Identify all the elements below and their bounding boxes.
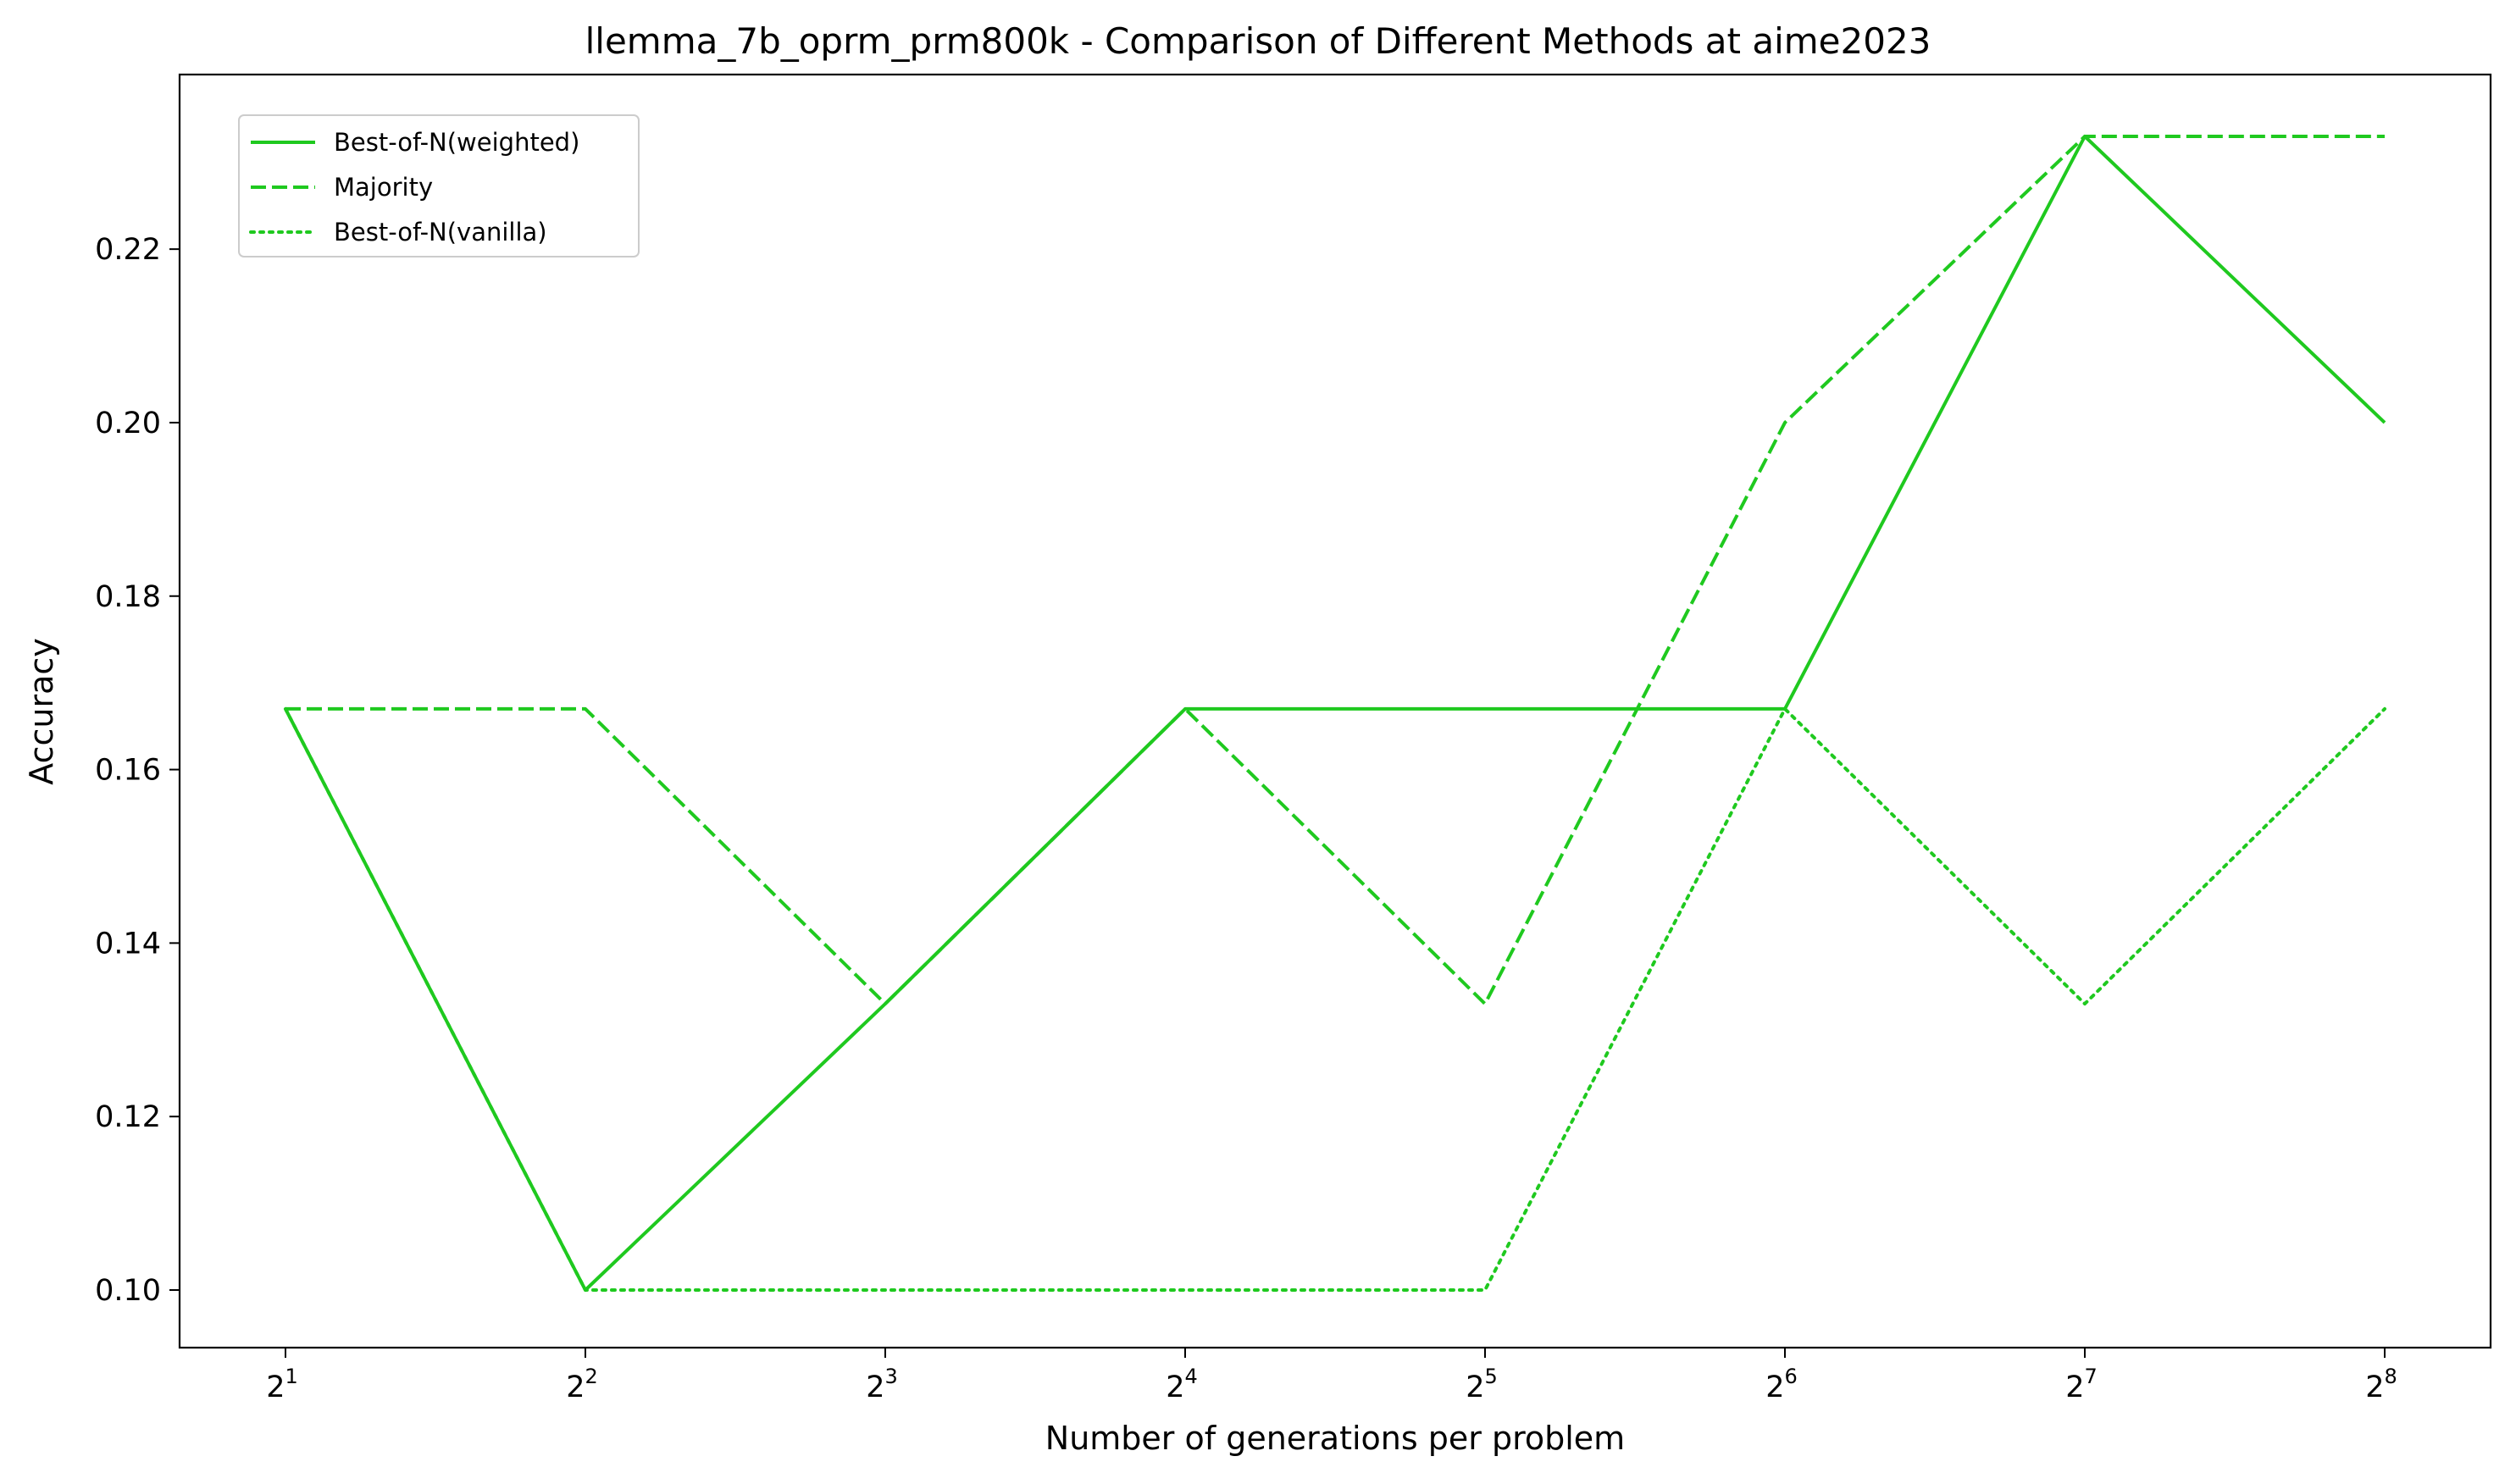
legend-box <box>238 114 640 257</box>
x-tick-label: 25 <box>1466 1365 1498 1404</box>
legend-label-3: Best-of-N(vanilla) <box>334 218 547 246</box>
y-tick-label: 0.10 <box>95 1274 161 1308</box>
series-line-1 <box>284 135 2386 1292</box>
x-tick-label: 27 <box>2065 1365 2098 1404</box>
plot-frame <box>178 73 2492 1349</box>
y-tick-label: 0.22 <box>95 233 161 267</box>
y-axis-label: Accuracy <box>23 638 60 785</box>
legend-label-1: Best-of-N(weighted) <box>334 128 579 157</box>
y-tick-label: 0.18 <box>95 580 161 614</box>
series-line-2 <box>285 135 2385 1006</box>
legend-label-2: Majority <box>334 173 433 202</box>
y-tick-label: 0.12 <box>95 1100 161 1134</box>
series-line-3 <box>284 706 2386 1292</box>
x-tick-label: 26 <box>1765 1365 1798 1404</box>
x-axis: 21 22 23 24 25 26 27 28 <box>266 1348 2397 1404</box>
y-tick-label: 0.14 <box>95 927 161 961</box>
x-axis-label: Number of generations per problem <box>1045 1420 1625 1457</box>
x-tick-label: 28 <box>2365 1365 2397 1404</box>
legend: Best-of-N(weighted) Majority Best-of-N(van… <box>238 114 640 257</box>
x-tick-label: 22 <box>566 1365 598 1404</box>
chart-title: llemma_7b_oprm_prm800k - Comparison of D… <box>585 20 1931 62</box>
x-tick-label: 23 <box>866 1365 898 1404</box>
x-tick-label: 24 <box>1166 1365 1198 1404</box>
y-axis: 0.10 0.12 0.14 0.16 0.18 0.20 0.22 <box>95 233 180 1308</box>
y-tick-label: 0.16 <box>95 754 161 788</box>
plot-area <box>284 135 2386 1292</box>
y-tick-label: 0.20 <box>95 407 161 440</box>
x-tick-label: 21 <box>266 1365 298 1404</box>
